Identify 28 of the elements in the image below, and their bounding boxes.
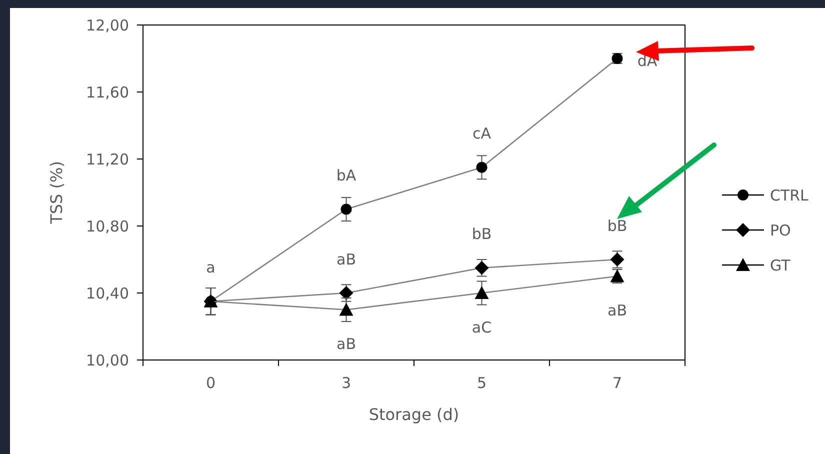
x-tick-label: 5 bbox=[476, 374, 487, 392]
annotation: bA bbox=[336, 166, 357, 184]
annotation: bB bbox=[607, 216, 628, 235]
annotation: aB bbox=[336, 335, 356, 353]
y-tick-label: 10,00 bbox=[86, 351, 129, 370]
y-tick-label: 12,00 bbox=[86, 16, 129, 34]
y-axis-title: TSS (%) bbox=[47, 161, 66, 225]
y-tick-label: 10,80 bbox=[86, 217, 129, 236]
y-tick-label: 11,60 bbox=[86, 83, 129, 102]
legend-label: GT bbox=[770, 256, 792, 274]
y-tick-label: 11,20 bbox=[86, 150, 129, 168]
annotation: aB bbox=[336, 250, 356, 268]
x-axis-title: Storage (d) bbox=[368, 405, 460, 424]
y-tick-label: 10,40 bbox=[86, 284, 129, 302]
annotation: aB bbox=[608, 302, 627, 320]
point bbox=[340, 204, 352, 215]
point bbox=[339, 302, 354, 316]
x-tick-label: 3 bbox=[341, 374, 352, 392]
annotation: cA bbox=[472, 124, 492, 143]
legend-label: CTRL bbox=[770, 186, 810, 204]
annotation: a bbox=[206, 258, 216, 277]
point bbox=[476, 162, 488, 173]
legend-label: PO bbox=[770, 221, 791, 240]
annotation: bB bbox=[472, 225, 492, 244]
x-tick-label: 0 bbox=[206, 374, 216, 392]
x-tick-label: 7 bbox=[612, 374, 622, 392]
annotation: aC bbox=[472, 318, 492, 336]
point bbox=[474, 286, 489, 299]
